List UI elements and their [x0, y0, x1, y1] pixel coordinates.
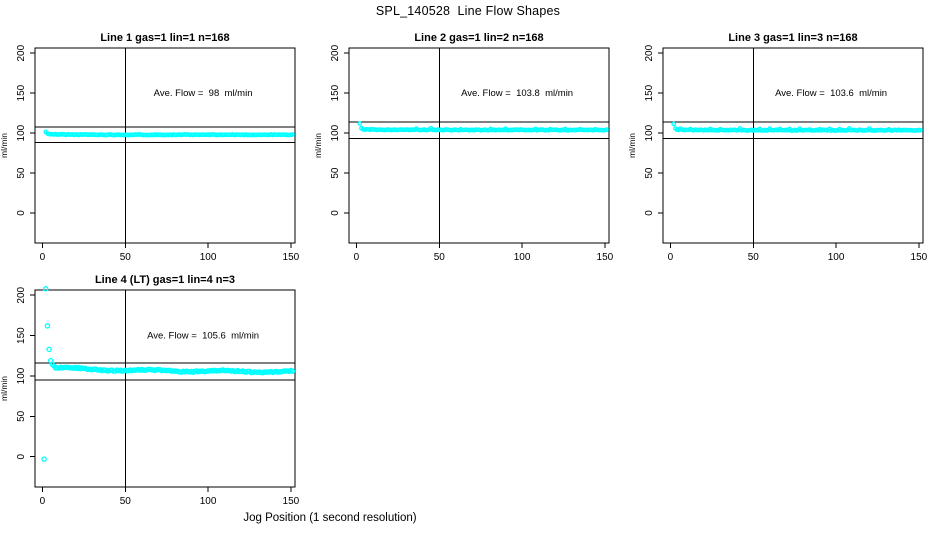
- x-tick-label: 150: [283, 252, 300, 263]
- y-tick-label: 50: [16, 167, 27, 179]
- ave-flow-annotation: Ave. Flow = 103.8 ml/min: [461, 88, 573, 99]
- x-tick-label: 0: [354, 252, 360, 263]
- panel-title: Line 2 gas=1 lin=2 n=168: [414, 32, 543, 44]
- ave-flow-annotation: Ave. Flow = 103.6 ml/min: [775, 88, 887, 99]
- x-tick-label: 0: [40, 252, 46, 263]
- y-tick-label: 50: [644, 167, 655, 179]
- y-axis-unit-label: ml/min: [0, 376, 9, 401]
- data-point: [357, 121, 363, 126]
- data-points: [357, 121, 609, 133]
- data-point: [604, 127, 609, 133]
- panel-title: Line 1 gas=1 lin=1 n=168: [100, 32, 229, 44]
- data-point: [41, 456, 47, 462]
- y-tick-label: 150: [16, 84, 27, 101]
- y-tick-label: 200: [644, 44, 655, 61]
- y-tick-label: 0: [16, 454, 27, 460]
- y-axis-unit-label: ml/min: [313, 133, 323, 158]
- data-points: [41, 286, 296, 462]
- y-tick-label: 50: [16, 410, 27, 422]
- y-tick-label: 150: [16, 327, 27, 344]
- x-tick-label: 100: [828, 252, 845, 263]
- panel-box: [348, 47, 610, 244]
- data-point: [43, 286, 49, 292]
- data-points: [671, 121, 923, 133]
- panel-box: [34, 47, 296, 244]
- data-point: [289, 368, 296, 374]
- panel-box: [34, 289, 296, 488]
- x-tick-label: 50: [434, 252, 446, 263]
- data-point: [671, 121, 677, 127]
- x-tick-label: 0: [40, 496, 46, 507]
- y-tick-label: 0: [16, 210, 27, 216]
- figure-title: SPL_140528 Line Flow Shapes: [375, 4, 561, 18]
- y-tick-label: 0: [644, 210, 655, 216]
- y-tick-label: 200: [330, 44, 341, 61]
- x-tick-label: 50: [120, 252, 132, 263]
- x-tick-label: 50: [748, 252, 760, 263]
- data-point: [44, 323, 51, 329]
- x-tick-label: 150: [911, 252, 928, 263]
- x-tick-label: 100: [200, 496, 217, 507]
- x-axis-label: Jog Position (1 second resolution): [243, 512, 417, 524]
- y-tick-label: 150: [644, 84, 655, 101]
- y-tick-label: 150: [330, 84, 341, 101]
- x-tick-label: 100: [200, 252, 217, 263]
- data-point: [46, 346, 52, 353]
- panel-title: Line 4 (LT) gas=1 lin=4 n=3: [95, 274, 235, 286]
- data-point: [918, 127, 923, 133]
- y-tick-label: 100: [644, 124, 655, 141]
- panel-title: Line 3 gas=1 lin=3 n=168: [728, 32, 857, 44]
- data-points: [43, 129, 295, 138]
- x-tick-label: 50: [120, 496, 132, 507]
- x-tick-label: 150: [597, 252, 614, 263]
- y-tick-label: 100: [16, 124, 27, 141]
- y-tick-label: 50: [330, 167, 341, 179]
- panel-line-3: 0 50 100 150 0 50 100 150 200 ml/min Line 3 gas=1 …: [627, 32, 928, 263]
- panel-line-4: 0 50 100 150 0 50 100 150 200 ml/min Line 4 (LT) g…: [0, 274, 300, 507]
- y-tick-label: 100: [330, 124, 341, 141]
- y-axis-unit-label: ml/min: [627, 133, 637, 158]
- x-tick-label: 150: [283, 496, 300, 507]
- y-tick-label: 100: [16, 367, 27, 384]
- panel-box: [662, 47, 924, 244]
- ave-flow-annotation: Ave. Flow = 105.6 ml/min: [147, 331, 259, 342]
- panel-line-2: 0 50 100 150 0 50 100 150 200 ml/min Line 2 gas=1 …: [313, 32, 614, 263]
- x-tick-label: 100: [514, 252, 531, 263]
- panel-line-1: 0 50 100 150 0 50 100 150 200 ml/min Line 1 gas=1 …: [0, 32, 300, 263]
- x-tick-label: 0: [668, 252, 674, 263]
- ave-flow-annotation: Ave. Flow = 98 ml/min: [154, 88, 253, 99]
- y-axis-unit-label: ml/min: [0, 133, 9, 158]
- data-point: [290, 132, 295, 137]
- y-tick-label: 200: [16, 44, 27, 61]
- y-tick-label: 0: [330, 210, 341, 216]
- y-tick-label: 200: [16, 286, 27, 303]
